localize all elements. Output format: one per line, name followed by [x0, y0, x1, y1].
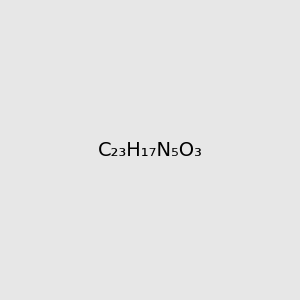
Text: C₂₃H₁₇N₅O₃: C₂₃H₁₇N₅O₃	[98, 140, 202, 160]
